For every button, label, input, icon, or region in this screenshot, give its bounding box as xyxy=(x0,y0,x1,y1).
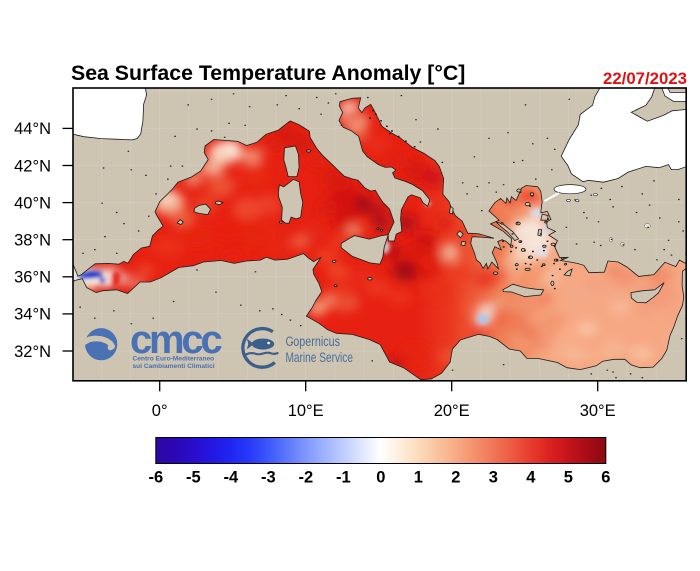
svg-text:-4: -4 xyxy=(223,469,238,487)
svg-text:sui Cambiamenti Climatici: sui Cambiamenti Climatici xyxy=(133,363,215,370)
svg-text:0: 0 xyxy=(376,469,385,487)
svg-text:40°N: 40°N xyxy=(14,194,51,212)
svg-text:0°: 0° xyxy=(152,402,168,420)
svg-text:Copernicus: Copernicus xyxy=(286,334,341,349)
svg-text:cmcc: cmcc xyxy=(130,318,222,362)
svg-text:22/07/2023: 22/07/2023 xyxy=(603,69,687,88)
svg-text:10°E: 10°E xyxy=(288,402,324,420)
svg-text:Sea Surface Temperature Anomal: Sea Surface Temperature Anomaly [°C] xyxy=(71,61,465,85)
svg-text:-2: -2 xyxy=(298,469,313,487)
svg-text:42°N: 42°N xyxy=(14,157,51,175)
svg-text:38°N: 38°N xyxy=(14,232,51,250)
svg-text:-6: -6 xyxy=(148,469,163,487)
svg-text:32°N: 32°N xyxy=(14,343,51,361)
svg-text:1: 1 xyxy=(414,469,423,487)
svg-text:44°N: 44°N xyxy=(14,120,51,138)
svg-text:Marine Service: Marine Service xyxy=(286,350,354,365)
svg-text:3: 3 xyxy=(489,469,498,487)
svg-text:4: 4 xyxy=(526,469,536,487)
svg-text:Centro Euro-Mediterraneo: Centro Euro-Mediterraneo xyxy=(133,356,215,363)
svg-text:36°N: 36°N xyxy=(14,269,51,287)
svg-text:20°E: 20°E xyxy=(434,402,470,420)
svg-text:34°N: 34°N xyxy=(14,306,51,324)
svg-text:30°E: 30°E xyxy=(580,402,616,420)
svg-text:5: 5 xyxy=(564,469,573,487)
svg-text:-3: -3 xyxy=(261,469,276,487)
svg-text:-5: -5 xyxy=(186,469,201,487)
svg-text:-1: -1 xyxy=(336,469,351,487)
svg-text:6: 6 xyxy=(601,469,610,487)
svg-text:2: 2 xyxy=(451,469,460,487)
